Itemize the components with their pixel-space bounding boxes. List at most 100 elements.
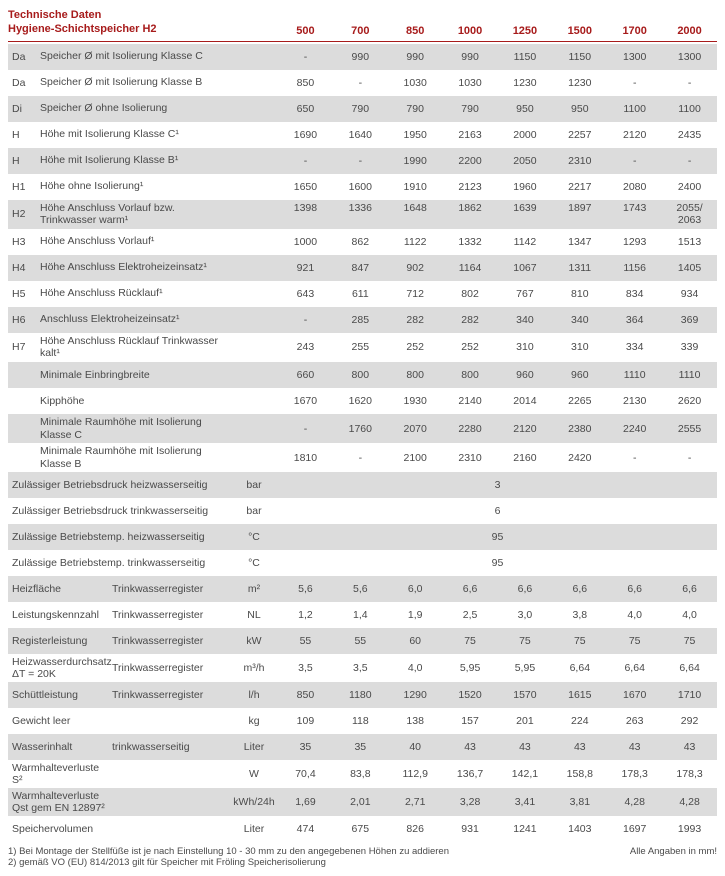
row-desc: Gewicht leer <box>12 715 112 727</box>
cell: 1156 <box>607 262 662 274</box>
row-desc2: trinkwasserseitig <box>112 741 230 754</box>
cell: 43 <box>607 741 662 753</box>
cell: 1030 <box>443 77 498 89</box>
row-desc: Höhe Anschluss Rücklauf¹ <box>40 287 230 300</box>
row-cells: 3 <box>278 479 717 491</box>
row-label: SchüttleistungTrinkwasserregisterl/h <box>8 689 278 702</box>
cell: 1650 <box>278 181 333 193</box>
cell: 1230 <box>552 77 607 89</box>
cell: 2,01 <box>333 796 388 808</box>
cell: 201 <box>498 715 553 727</box>
table-row: Heizwasserdurchsatz ΔT = 20KTrinkwasserr… <box>8 654 717 682</box>
row-label: DiSpeicher Ø ohne Isolierung <box>8 102 278 115</box>
cell: 3,41 <box>498 796 553 808</box>
cell: - <box>607 77 662 89</box>
row-unit: W <box>230 768 278 780</box>
row-desc: Minimale Raumhöhe mit Isolierung Klasse … <box>40 416 230 441</box>
cell: - <box>278 423 333 435</box>
row-label: RegisterleistungTrinkwasserregisterkW <box>8 635 278 648</box>
row-label: H1Höhe ohne Isolierung¹ <box>8 180 278 193</box>
cell: - <box>662 452 717 464</box>
cell: 5,95 <box>498 662 553 674</box>
cell: 75 <box>498 635 553 647</box>
cell: 2555 <box>662 423 717 435</box>
row-label: WasserinhalttrinkwasserseitigLiter <box>8 741 278 754</box>
row-cells: 95 <box>278 531 717 543</box>
row-unit: bar <box>230 479 278 491</box>
cell: 1405 <box>662 262 717 274</box>
cell: 364 <box>607 314 662 326</box>
row-code: H <box>12 155 40 167</box>
cell: 1230 <box>498 77 553 89</box>
table-row: H6Anschluss Elektroheizeinsatz¹-28528228… <box>8 307 717 333</box>
row-unit: kW <box>230 635 278 647</box>
row-label: SpeichervolumenLiter <box>8 823 278 835</box>
cell: 6,6 <box>662 583 717 595</box>
row-unit: kWh/24h <box>230 796 278 808</box>
row-label: H4Höhe Anschluss Elektroheizeinsatz¹ <box>8 261 278 274</box>
row-desc: Höhe ohne Isolierung¹ <box>40 180 230 193</box>
row-cells: 16901640195021632000225721202435 <box>278 129 717 141</box>
row-desc: Zulässiger Betriebsdruck heizwasserseiti… <box>12 479 230 492</box>
cell: 790 <box>443 103 498 115</box>
row-code: H3 <box>12 236 40 248</box>
cell: 2130 <box>607 395 662 407</box>
cell: 1290 <box>388 689 443 701</box>
cell: 157 <box>443 715 498 727</box>
cell: 4,0 <box>388 662 443 674</box>
cell: 1990 <box>388 155 443 167</box>
cell: 6,6 <box>498 583 553 595</box>
cell: 2620 <box>662 395 717 407</box>
row-desc: Anschluss Elektroheizeinsatz¹ <box>40 313 230 326</box>
cell: 75 <box>552 635 607 647</box>
cell: 1,4 <box>333 609 388 621</box>
cell: 990 <box>333 51 388 63</box>
cell: 3,0 <box>498 609 553 621</box>
table-row: HHöhe mit Isolierung Klasse C¹1690164019… <box>8 122 717 148</box>
cell: 310 <box>552 341 607 353</box>
cell: 1000 <box>278 236 333 248</box>
footnotes: 1) Bei Montage der Stellfüße ist je nach… <box>8 846 717 868</box>
row-label: Zulässige Betriebstemp. heizwasserseitig… <box>8 531 278 544</box>
cell: 712 <box>388 288 443 300</box>
row-label: H2Höhe Anschluss Vorlauf bzw. Trinkwasse… <box>8 202 278 227</box>
cell: 1,69 <box>278 796 333 808</box>
row-desc: Zulässige Betriebstemp. trinkwasserseiti… <box>12 557 230 570</box>
row-code: Da <box>12 77 40 89</box>
cell: 474 <box>278 823 333 835</box>
row-cells: 8501180129015201570161516701710 <box>278 689 717 701</box>
row-desc: Minimale Einbringbreite <box>40 369 230 382</box>
cell: 6,64 <box>552 662 607 674</box>
cell: 960 <box>498 369 553 381</box>
cell: 1615 <box>552 689 607 701</box>
cell: 960 <box>552 369 607 381</box>
row-desc: Höhe mit Isolierung Klasse C¹ <box>40 128 230 141</box>
table-row: H1Höhe ohne Isolierung¹16501600191021231… <box>8 174 717 200</box>
row-desc: Zulässige Betriebstemp. heizwasserseitig <box>12 531 230 544</box>
row-cells: 5555607575757575 <box>278 635 717 647</box>
table-header: Technische Daten Hygiene-Schichtspeicher… <box>8 8 717 42</box>
cell: 1300 <box>607 51 662 63</box>
row-label: H5Höhe Anschluss Rücklauf¹ <box>8 287 278 300</box>
row-cells: 16701620193021402014226521302620 <box>278 395 717 407</box>
cell: 118 <box>333 715 388 727</box>
cell: - <box>278 314 333 326</box>
cell: 1336 <box>333 202 388 226</box>
cell: 1030 <box>388 77 443 89</box>
row-desc: Registerleistung <box>12 635 112 647</box>
cell: 263 <box>607 715 662 727</box>
title-line1: Technische Daten <box>8 9 101 21</box>
row-desc: Heizfläche <box>12 583 112 595</box>
cell: 1743 <box>607 202 662 226</box>
cell: 2000 <box>498 129 553 141</box>
table-row: Zulässige Betriebstemp. trinkwasserseiti… <box>8 550 717 576</box>
cell: 40 <box>388 741 443 753</box>
row-code: H2 <box>12 208 40 220</box>
cell: 790 <box>388 103 443 115</box>
row-cells: 70,483,8112,9136,7142,1158,8178,3178,3 <box>278 768 717 780</box>
cell: 902 <box>388 262 443 274</box>
cell: 1403 <box>552 823 607 835</box>
row-desc: Speicher Ø ohne Isolierung <box>40 102 230 115</box>
row-label: Minimale Raumhöhe mit Isolierung Klasse … <box>8 445 278 470</box>
column-header: 2000 <box>662 25 717 37</box>
